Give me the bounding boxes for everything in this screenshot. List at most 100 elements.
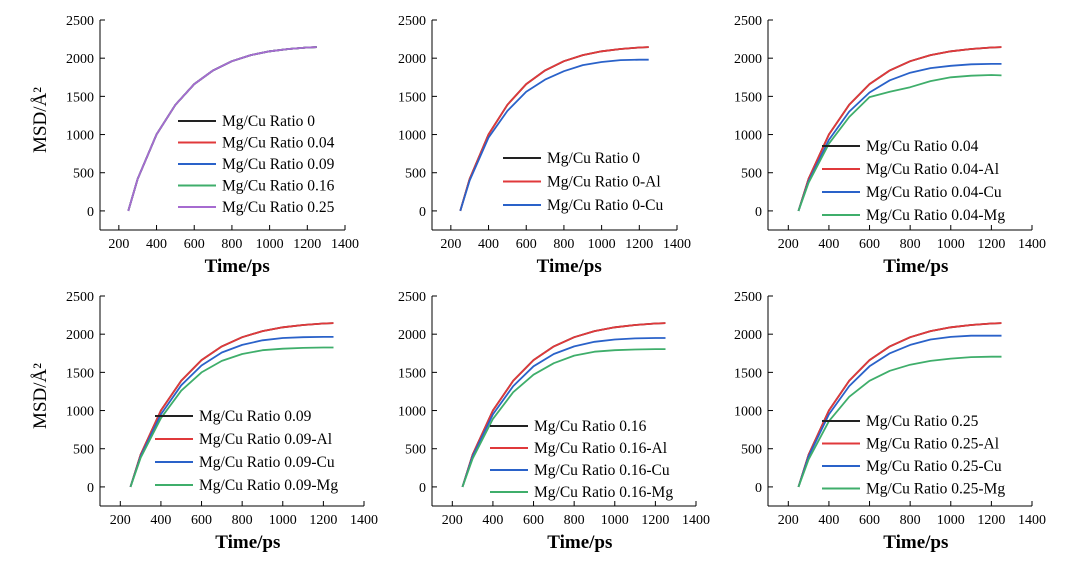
legend-label: Mg/Cu Ratio 0.16-Cu — [534, 462, 670, 479]
series-line-2 — [461, 322, 666, 488]
y-tick-label: 1500 — [398, 366, 426, 381]
x-tick-label: 200 — [440, 237, 461, 252]
x-tick-label: 1400 — [682, 513, 710, 528]
series-line-4 — [797, 355, 1002, 488]
chart-panel-5: 0 500 1000 1500 2000 2500 200 400 600 800 1000 1200… — [398, 290, 710, 553]
series-line-4 — [129, 346, 334, 488]
x-tick-label: 800 — [553, 237, 574, 252]
y-tick-label: 1500 — [398, 90, 426, 105]
y-tick-label: 500 — [73, 443, 94, 458]
y-tick-label: 1000 — [66, 129, 94, 144]
legend-label: Mg/Cu Ratio 0.16 — [534, 418, 647, 435]
legend-label: Mg/Cu Ratio 0.04-Mg — [866, 207, 1005, 224]
x-tick-label: 400 — [146, 237, 167, 252]
y-tick-label: 2000 — [398, 328, 426, 343]
y-tick-label: 1500 — [734, 366, 762, 381]
series-line-2 — [459, 46, 649, 212]
legend-label: Mg/Cu Ratio 0-Cu — [547, 197, 664, 214]
x-tick-label: 200 — [108, 237, 129, 252]
y-tick-label: 500 — [741, 443, 762, 458]
x-tick-label: 1200 — [977, 513, 1005, 528]
y-tick-label: 1000 — [398, 129, 426, 144]
y-tick-label: 2500 — [66, 290, 94, 305]
x-tick-label: 1200 — [309, 513, 337, 528]
x-tick-label: 1400 — [1018, 513, 1046, 528]
x-axis-title: Time/ps — [883, 256, 948, 277]
y-tick-label: 0 — [87, 205, 94, 220]
x-tick-label: 800 — [232, 513, 253, 528]
y-tick-label: 2000 — [66, 328, 94, 343]
legend-label: Mg/Cu Ratio 0.25-Al — [866, 436, 999, 453]
x-tick-label: 1400 — [350, 513, 378, 528]
chart-panel-4: 0 500 1000 1500 2000 2500 200 400 600 800 1000 1200… — [30, 290, 378, 553]
legend-label: Mg/Cu Ratio 0.16-Al — [534, 440, 667, 457]
y-tick-label: 500 — [741, 167, 762, 182]
x-tick-label: 1200 — [625, 237, 653, 252]
legend-label: Mg/Cu Ratio 0.09 — [222, 156, 335, 173]
x-tick-label: 1200 — [641, 513, 669, 528]
legend-label: Mg/Cu Ratio 0.09 — [199, 408, 312, 425]
x-tick-label: 1400 — [331, 237, 359, 252]
chart-panel-6: 0 500 1000 1500 2000 2500 200 400 600 800 1000 1200… — [734, 290, 1046, 553]
series-line-4 — [461, 348, 666, 488]
x-axis-title: Time/ps — [547, 532, 612, 553]
x-axis-title: Time/ps — [215, 532, 280, 553]
x-tick-label: 400 — [818, 237, 839, 252]
x-tick-label: 1000 — [601, 513, 629, 528]
chart-panel-2: 0 500 1000 1500 2000 2500 200 400 600 800 1000 1200… — [398, 14, 691, 277]
series-line-2 — [797, 322, 1002, 488]
x-tick-label: 800 — [900, 237, 921, 252]
x-axis-title: Time/ps — [205, 256, 270, 277]
x-tick-label: 200 — [110, 513, 131, 528]
y-tick-label: 1000 — [734, 129, 762, 144]
x-tick-label: 200 — [778, 513, 799, 528]
x-tick-label: 400 — [478, 237, 499, 252]
x-tick-label: 1400 — [663, 237, 691, 252]
y-tick-label: 1000 — [66, 405, 94, 420]
y-tick-label: 2500 — [734, 290, 762, 305]
y-tick-label: 0 — [419, 481, 426, 496]
y-tick-label: 2000 — [734, 52, 762, 67]
x-tick-label: 600 — [859, 237, 880, 252]
x-tick-label: 200 — [442, 513, 463, 528]
x-tick-label: 400 — [482, 513, 503, 528]
y-tick-label: 1500 — [734, 90, 762, 105]
x-axis-title: Time/ps — [537, 256, 602, 277]
x-axis-title: Time/ps — [883, 532, 948, 553]
legend-label: Mg/Cu Ratio 0.04-Cu — [866, 184, 1002, 201]
y-tick-label: 2500 — [734, 14, 762, 29]
legend-label: Mg/Cu Ratio 0.16-Mg — [534, 484, 673, 501]
x-tick-label: 400 — [818, 513, 839, 528]
series-line-5 — [127, 46, 317, 212]
legend-label: Mg/Cu Ratio 0.25-Cu — [866, 458, 1002, 475]
y-tick-label: 0 — [87, 481, 94, 496]
y-tick-label: 1500 — [66, 366, 94, 381]
x-tick-label: 800 — [900, 513, 921, 528]
x-tick-label: 1000 — [269, 513, 297, 528]
x-tick-label: 1400 — [1018, 237, 1046, 252]
legend-label: Mg/Cu Ratio 0.09-Al — [199, 431, 332, 448]
x-tick-label: 600 — [523, 513, 544, 528]
x-tick-label: 200 — [778, 237, 799, 252]
y-tick-label: 0 — [755, 205, 762, 220]
legend-label: Mg/Cu Ratio 0 — [222, 113, 315, 130]
series-line-3 — [129, 335, 334, 488]
y-tick-label: 2000 — [66, 52, 94, 67]
y-tick-label: 2000 — [398, 52, 426, 67]
legend-label: Mg/Cu Ratio 0 — [547, 150, 640, 167]
chart-panel-3: 0 500 1000 1500 2000 2500 200 400 600 800 1000 1200… — [734, 14, 1046, 277]
x-tick-label: 800 — [221, 237, 242, 252]
x-tick-label: 1000 — [256, 237, 284, 252]
y-tick-label: 1000 — [398, 405, 426, 420]
x-tick-label: 600 — [516, 237, 537, 252]
x-tick-label: 400 — [150, 513, 171, 528]
legend-label: Mg/Cu Ratio 0.04 — [222, 135, 335, 152]
y-axis-title: MSD/Å² — [30, 363, 51, 429]
legend-label: Mg/Cu Ratio 0-Al — [547, 174, 661, 191]
series-line-2 — [129, 322, 334, 488]
y-tick-label: 2500 — [66, 14, 94, 29]
legend-label: Mg/Cu Ratio 0.25-Mg — [866, 481, 1005, 498]
chart-panel-1: 0 500 1000 1500 2000 2500 200 400 600 800 1000 1200… — [30, 14, 359, 277]
legend-label: Mg/Cu Ratio 0.04-Al — [866, 161, 999, 178]
